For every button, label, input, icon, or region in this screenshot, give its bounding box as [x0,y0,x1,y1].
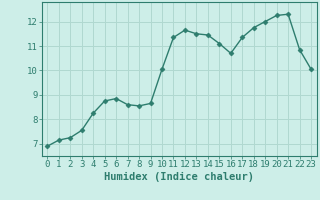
X-axis label: Humidex (Indice chaleur): Humidex (Indice chaleur) [104,172,254,182]
